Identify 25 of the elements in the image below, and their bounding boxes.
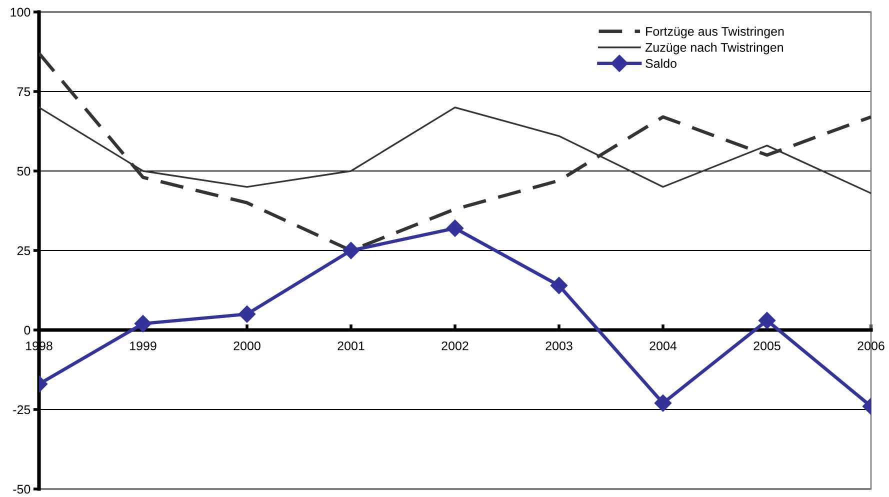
y-tick-label: -25 — [13, 405, 30, 414]
legend-label: Zuzüge nach Twistringen — [645, 42, 783, 54]
point — [238, 306, 256, 323]
y-tick-label: 25 — [17, 246, 30, 256]
y-tick-label: 100 — [10, 8, 30, 17]
legend-label: Saldo — [646, 58, 676, 68]
point — [134, 315, 152, 332]
point — [446, 220, 464, 237]
x-tick-label: 2005 — [754, 341, 780, 350]
x-tick-label: 2004 — [650, 341, 677, 350]
y-tick-label: 75 — [17, 87, 30, 96]
point — [550, 276, 568, 294]
y-tick-label: 0 — [24, 326, 30, 335]
x-tick-label: 2002 — [442, 341, 468, 350]
point — [758, 312, 776, 330]
x-tick-label: 2000 — [234, 341, 260, 350]
legend-label: Fortzüge aus Twistringen — [646, 26, 784, 38]
x-tick-label: 2006 — [858, 341, 884, 350]
x-tick-label: 2003 — [546, 341, 572, 350]
point — [654, 394, 672, 412]
x-tick-label: 2001 — [338, 341, 364, 350]
y-tick-label: -50 — [13, 484, 30, 494]
point — [342, 242, 360, 260]
y-tick-label: 50 — [17, 166, 30, 176]
x-tick-label: 1999 — [130, 341, 156, 350]
